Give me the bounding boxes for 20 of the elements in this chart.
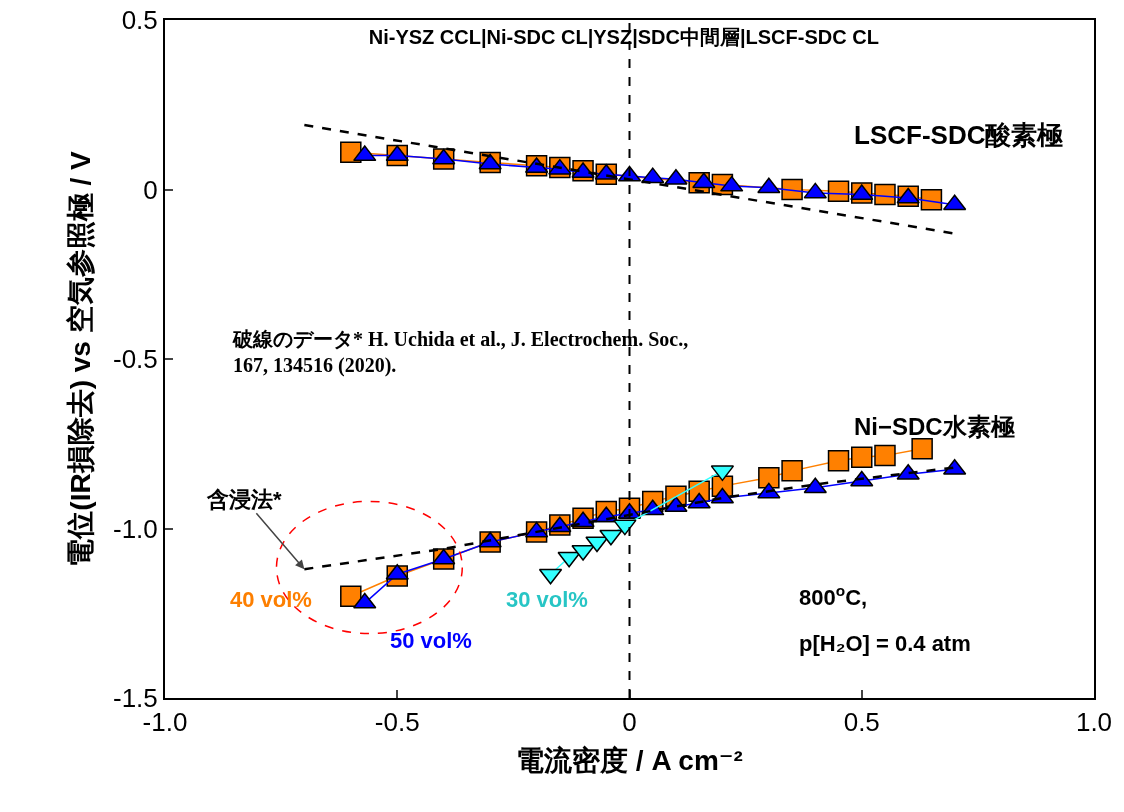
- y-axis-title: 電位(IR損除去) vs 空気参照極 / V: [65, 151, 97, 567]
- x-tick-label: 0.5: [843, 707, 880, 738]
- annotation: LSCF-SDC酸素極: [854, 120, 1064, 150]
- annotation: p[H₂O] = 0.4 atm: [799, 631, 971, 656]
- series-label: 40 vol%: [230, 587, 312, 612]
- x-tick-label: 0: [622, 707, 637, 738]
- x-tick-label: -0.5: [374, 707, 420, 738]
- y-tick-label: 0: [143, 174, 158, 205]
- chart-title: Ni-YSZ CCL|Ni-SDC CL|YSZ|SDC中間層|LSCF-SDC CL: [368, 25, 879, 48]
- series-label: 30 vol%: [506, 587, 588, 612]
- y-tick-label: -1.0: [112, 513, 158, 544]
- annotation: 破線のデータ* H. Uchida et al., J. Electrochem. Soc., 167, 134516 (2020).: [232, 328, 689, 377]
- annotation: 含浸法*: [206, 487, 282, 512]
- y-tick-label: -0.5: [112, 344, 158, 375]
- annotation: Ni−SDC水素極: [854, 413, 1015, 440]
- x-axis-title: 電流密度 / A cm⁻²: [516, 744, 743, 776]
- annotation: 800$^{o}$C,: [799, 582, 868, 611]
- x-tick-label: 1.0: [1075, 707, 1113, 738]
- series-label: 50 vol%: [390, 628, 472, 653]
- y-tick-label: 0.5: [121, 5, 158, 36]
